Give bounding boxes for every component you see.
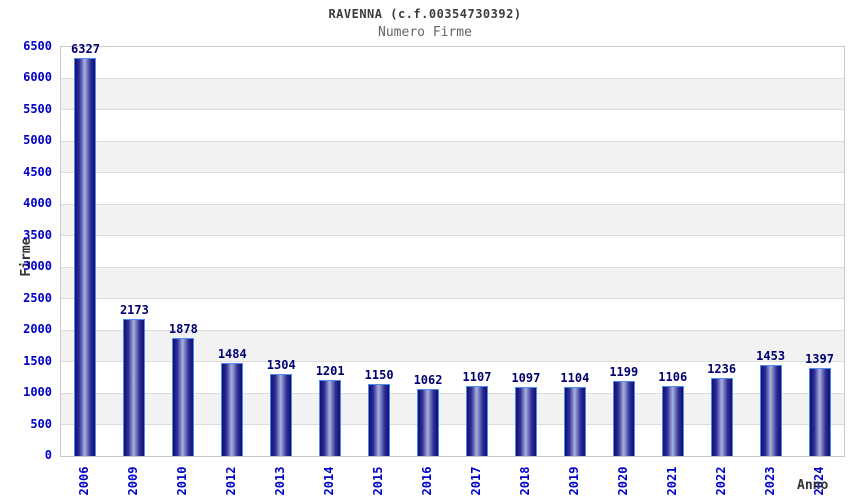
y-tick-label: 4000 [23,196,52,211]
bar-value-label: 1199 [609,364,639,379]
y-tick-label: 5000 [23,133,52,148]
bar-value-label: 1878 [168,321,198,336]
bar [465,386,488,456]
bar-value-label: 1062 [413,373,443,388]
bar [368,383,391,456]
plot-band [61,298,844,331]
gridline [61,77,844,79]
bar [612,380,635,456]
bar [123,319,146,456]
bar [74,57,97,456]
bar [710,378,733,456]
y-tick-label: 500 [30,416,52,431]
bar-value-label: 1104 [560,370,590,385]
bar [514,386,537,456]
plot-band [61,109,844,142]
bar [172,337,195,456]
x-tick-label: 2014 [322,466,337,496]
x-tick-label: 2020 [615,466,630,496]
plot-band [61,235,844,268]
bar [759,364,782,456]
y-tick-label: 6500 [23,39,52,53]
gridline [61,172,844,174]
x-tick-label: 2019 [566,466,581,496]
x-tick-label: 2023 [762,466,777,496]
bar-value-label: 1106 [658,370,688,385]
bar-value-label: 1484 [217,346,247,361]
bar [661,386,684,456]
bar-value-label: 1236 [707,362,737,377]
y-tick-label: 0 [44,448,52,462]
gridline [61,203,844,205]
bar [319,380,342,456]
x-tick-label: 2017 [468,466,483,496]
bar-value-label: 6327 [71,41,100,56]
gridline [61,235,844,237]
y-tick-label: 1500 [23,353,52,368]
x-tick-label: 2006 [77,466,92,496]
plot-band [61,172,844,205]
y-tick-label: 1000 [23,385,52,400]
bar [221,362,244,456]
gridline [61,266,844,268]
y-tick-label: 5500 [23,101,52,116]
plot-band [61,141,844,173]
bar-value-label: 1150 [364,367,394,382]
gridline [61,392,844,394]
y-tick-label: 3500 [23,227,52,242]
x-tick-label: 2015 [371,466,386,496]
y-tick-label: 3000 [23,259,52,274]
gridline [61,298,844,300]
x-tick-label: 2010 [175,466,190,496]
bar-value-label: 1304 [266,357,296,372]
plot-area: 6327 2173 1878 1484 1304 1201 1150 1062 1107 1097… [60,42,845,457]
chart-subtitle: Numero Firme [378,25,472,40]
x-tick-label: 2012 [224,466,239,496]
gridline [61,329,844,331]
gridline [61,109,844,111]
bar-value-label: 1397 [805,352,834,367]
y-tick-label: 2500 [23,290,52,305]
bar-value-label: 2173 [119,303,149,318]
plot-band [61,78,844,110]
bar-value-label: 1097 [511,370,541,385]
y-tick-label: 4500 [23,164,52,179]
x-tick-label: 2016 [420,466,435,496]
plot-band [61,204,844,236]
x-axis-title: Anno [797,478,829,493]
x-tick-label: 2021 [664,466,679,496]
plot-band [61,267,844,299]
gridline [61,424,844,426]
x-tick-label: 2013 [273,466,288,496]
bar [270,373,293,456]
y-tick-label: 2000 [23,322,52,337]
bar [417,389,440,456]
x-tick-label: 2022 [713,466,728,496]
plot-band [61,47,844,79]
chart-title: RAVENNA (c.f.00354730392) [328,7,522,21]
y-tick-label: 6000 [23,70,52,85]
bar-value-label: 1107 [462,370,492,385]
gridline [61,140,844,142]
bar [563,386,586,456]
bar-value-label: 1453 [756,348,786,363]
x-tick-label: 2018 [517,466,532,496]
gridline [61,361,844,363]
x-tick-label: 2009 [126,466,141,496]
bar [808,368,831,456]
bar-value-label: 1201 [315,364,345,379]
